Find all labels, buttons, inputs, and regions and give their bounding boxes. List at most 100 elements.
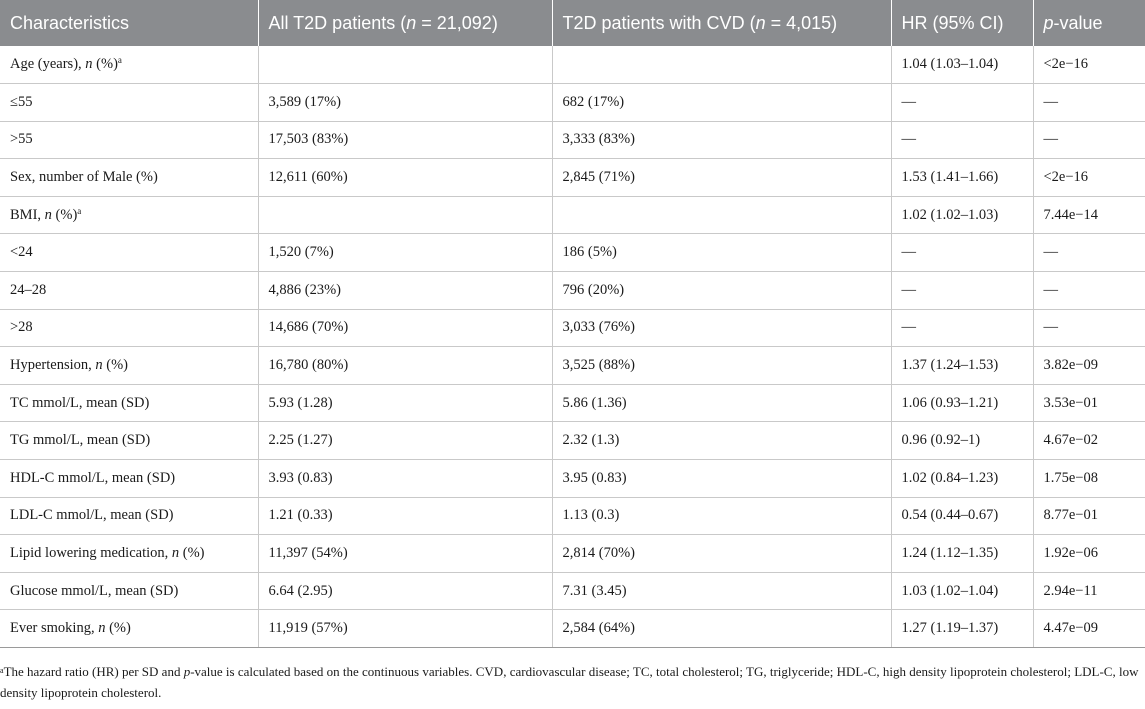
cell-p-value: 7.44e−14: [1033, 196, 1145, 235]
cell-cvd-patients: 7.31 (3.45): [552, 572, 892, 611]
cell-characteristic: BMI, n (%)a: [0, 196, 259, 235]
cell-p-value: —: [1033, 271, 1145, 310]
cell-characteristic: <24: [0, 233, 259, 273]
cell-hazard-ratio: —: [891, 271, 1034, 310]
cell-hazard-ratio: 1.02 (1.02–1.03): [891, 196, 1034, 235]
cell-characteristic: ≤55: [0, 83, 259, 122]
cell-all-patients: 5.93 (1.28): [258, 384, 553, 423]
cell-cvd-patients: 1.13 (0.3): [552, 497, 892, 536]
cell-p-value: 2.94e−11: [1033, 572, 1145, 611]
table-row: LDL-C mmol/L, mean (SD) 1.21 (0.33) 1.13 (…: [0, 497, 1145, 536]
table-row: TC mmol/L, mean (SD) 5.93 (1.28) 5.86 (1.3…: [0, 384, 1145, 423]
table-row: Sex, number of Male (%) 12,611 (60%) 2,845…: [0, 158, 1145, 197]
cell-cvd-patients: 186 (5%): [552, 233, 892, 273]
cell-characteristic: >28: [0, 309, 259, 348]
cell-cvd-patients: 682 (17%): [552, 83, 892, 122]
cell-all-patients: 14,686 (70%): [258, 309, 553, 348]
cell-all-patients: 4,886 (23%): [258, 271, 553, 310]
cell-characteristic: HDL-C mmol/L, mean (SD): [0, 459, 259, 498]
cell-p-value: —: [1033, 83, 1145, 122]
cell-characteristic: LDL-C mmol/L, mean (SD): [0, 497, 259, 536]
cell-all-patients: 11,919 (57%): [258, 609, 553, 648]
table-row: Glucose mmol/L, mean (SD) 6.64 (2.95) 7.31…: [0, 572, 1145, 611]
cell-p-value: 1.92e−06: [1033, 534, 1145, 573]
table-row: 24–28 4,886 (23%) 796 (20%) — —: [0, 271, 1145, 310]
table-header: Characteristics All T2D patients (n = 21…: [0, 0, 1145, 46]
cell-characteristic: 24–28: [0, 271, 259, 310]
cell-cvd-patients: 3,525 (88%): [552, 346, 892, 385]
cell-all-patients: 1.21 (0.33): [258, 497, 553, 536]
cell-characteristic: TC mmol/L, mean (SD): [0, 384, 259, 423]
header-p-value: p-value: [1033, 0, 1145, 46]
table-row: <24 1,520 (7%) 186 (5%) — —: [0, 233, 1145, 273]
cell-hazard-ratio: 1.53 (1.41–1.66): [891, 158, 1034, 197]
table-row: Hypertension, n (%) 16,780 (80%) 3,525 (88…: [0, 346, 1145, 385]
cell-cvd-patients: 2,845 (71%): [552, 158, 892, 197]
cell-cvd-patients: 3,033 (76%): [552, 309, 892, 348]
cell-cvd-patients: 796 (20%): [552, 271, 892, 310]
table-row: Ever smoking, n (%) 11,919 (57%) 2,584 (64…: [0, 609, 1145, 648]
cell-hazard-ratio: 1.04 (1.03–1.04): [891, 46, 1034, 85]
cell-cvd-patients: [552, 196, 892, 235]
footnote-marker: a: [0, 666, 4, 675]
cell-cvd-patients: 3.95 (0.83): [552, 459, 892, 498]
cell-hazard-ratio: —: [891, 121, 1034, 160]
cell-cvd-patients: 5.86 (1.36): [552, 384, 892, 423]
cell-p-value: —: [1033, 121, 1145, 160]
table-row: ≤55 3,589 (17%) 682 (17%) — —: [0, 83, 1145, 122]
cell-hazard-ratio: 1.06 (0.93–1.21): [891, 384, 1034, 423]
cell-all-patients: 11,397 (54%): [258, 534, 553, 573]
cell-characteristic: Age (years), n (%)a: [0, 46, 259, 85]
cell-p-value: 3.53e−01: [1033, 384, 1145, 423]
cell-cvd-patients: 2.32 (1.3): [552, 421, 892, 461]
cell-hazard-ratio: —: [891, 233, 1034, 273]
cell-characteristic: Sex, number of Male (%): [0, 158, 259, 197]
header-characteristics: Characteristics: [0, 0, 259, 46]
cell-hazard-ratio: 0.96 (0.92–1): [891, 421, 1034, 461]
cell-hazard-ratio: 1.27 (1.19–1.37): [891, 609, 1034, 648]
cell-all-patients: 3,589 (17%): [258, 83, 553, 122]
cell-p-value: <2e−16: [1033, 46, 1145, 85]
cell-characteristic: Glucose mmol/L, mean (SD): [0, 572, 259, 611]
cell-characteristic: >55: [0, 121, 259, 160]
characteristics-table: Characteristics All T2D patients (n = 21…: [0, 0, 1145, 648]
cell-p-value: 1.75e−08: [1033, 459, 1145, 498]
cell-hazard-ratio: 1.37 (1.24–1.53): [891, 346, 1034, 385]
cell-all-patients: [258, 196, 553, 235]
cell-hazard-ratio: —: [891, 83, 1034, 122]
cell-p-value: 8.77e−01: [1033, 497, 1145, 536]
cell-characteristic: Hypertension, n (%): [0, 346, 259, 385]
table-body: Age (years), n (%)a 1.04 (1.03–1.04) <2e−1…: [0, 46, 1145, 648]
header-cvd-patients: T2D patients with CVD (n = 4,015): [552, 0, 892, 46]
cell-hazard-ratio: 0.54 (0.44–0.67): [891, 497, 1034, 536]
cell-p-value: 3.82e−09: [1033, 346, 1145, 385]
table-row: TG mmol/L, mean (SD) 2.25 (1.27) 2.32 (1.3…: [0, 421, 1145, 461]
table-row: Lipid lowering medication, n (%) 11,397 (…: [0, 534, 1145, 573]
cell-hazard-ratio: 1.24 (1.12–1.35): [891, 534, 1034, 573]
cell-all-patients: 16,780 (80%): [258, 346, 553, 385]
cell-all-patients: 1,520 (7%): [258, 233, 553, 273]
footnote-ref: a: [117, 55, 122, 66]
header-all-patients: All T2D patients (n = 21,092): [258, 0, 553, 46]
cell-p-value: 4.67e−02: [1033, 421, 1145, 461]
header-hazard-ratio: HR (95% CI): [891, 0, 1034, 46]
table-footnote: aThe hazard ratio (HR) per SD and p-valu…: [0, 664, 1139, 700]
table-row: HDL-C mmol/L, mean (SD) 3.93 (0.83) 3.95 (…: [0, 459, 1145, 498]
cell-all-patients: 3.93 (0.83): [258, 459, 553, 498]
cell-hazard-ratio: 1.03 (1.02–1.04): [891, 572, 1034, 611]
cell-characteristic: Ever smoking, n (%): [0, 609, 259, 648]
cell-hazard-ratio: 1.02 (0.84–1.23): [891, 459, 1034, 498]
cell-p-value: 4.47e−09: [1033, 609, 1145, 648]
cell-all-patients: 2.25 (1.27): [258, 421, 553, 461]
cell-hazard-ratio: —: [891, 309, 1034, 348]
cell-all-patients: [258, 46, 553, 85]
header-row: Characteristics All T2D patients (n = 21…: [0, 0, 1145, 46]
cell-cvd-patients: [552, 46, 892, 85]
cell-cvd-patients: 3,333 (83%): [552, 121, 892, 160]
cell-cvd-patients: 2,584 (64%): [552, 609, 892, 648]
table-row: >28 14,686 (70%) 3,033 (76%) — —: [0, 309, 1145, 348]
cell-all-patients: 17,503 (83%): [258, 121, 553, 160]
characteristics-table-container: Characteristics All T2D patients (n = 21…: [0, 0, 1145, 648]
table-row: Age (years), n (%)a 1.04 (1.03–1.04) <2e−1…: [0, 46, 1145, 85]
cell-all-patients: 6.64 (2.95): [258, 572, 553, 611]
